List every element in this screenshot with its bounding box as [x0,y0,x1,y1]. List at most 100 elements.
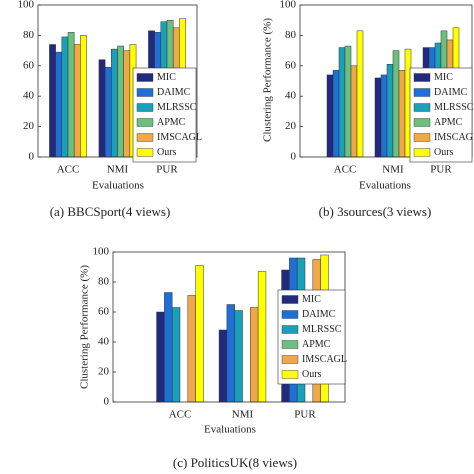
legend-swatch [281,310,299,319]
legend-label: IMSCAGL [302,354,347,365]
y-tick-label: 40 [23,90,35,102]
legend-label: MIC [434,72,453,83]
bar [73,44,81,158]
bar [67,32,75,158]
x-axis-label: Evaluations [359,180,411,192]
legend-label: MLRSSC [434,102,474,113]
y-tick-label: 20 [285,120,297,132]
legend-swatch [136,73,154,82]
legend-swatch [413,148,431,157]
x-tick-label: NMI [232,409,254,421]
legend-swatch [281,325,299,334]
y-tick-label: 40 [285,90,297,102]
x-tick-label: NMI [107,164,129,176]
legend-swatch [413,118,431,127]
bar [104,67,112,158]
bar [80,35,87,158]
legend-box [277,289,346,385]
y-tick-label: 100 [93,246,110,258]
y-tick-label: 100 [18,0,35,11]
axes-frame [37,4,198,158]
y-tick-label: 0 [29,151,35,163]
bar [338,47,346,158]
legend-label: APMC [157,117,186,128]
legend-label: MLRSSC [302,324,342,335]
legend-swatch [281,295,299,304]
bar [374,77,382,158]
bar [187,295,196,403]
legend-swatch [136,133,154,142]
x-tick-label: ACC [334,164,357,176]
y-tick-label: 80 [285,29,297,41]
bar [257,271,267,403]
bar [398,70,406,158]
legend-swatch [281,370,299,379]
bar [226,304,235,403]
legend-swatch [281,355,299,364]
bar [123,50,131,158]
bar [111,48,118,158]
bar [218,329,228,403]
x-axis-label: Evaluations [204,424,256,436]
bar [164,292,173,403]
y-tick-label: 60 [98,306,110,318]
legend-box [132,67,197,163]
legend-label: IMSCAGL [157,132,202,143]
bar [49,44,56,158]
legend-swatch [413,133,431,142]
legend-swatch [136,118,154,127]
legend-label: MIC [157,72,176,83]
bar [350,65,358,158]
legend-swatch [413,103,431,112]
legend-label: APMC [302,339,331,350]
legend-label: Ours [157,147,177,158]
bar [195,265,204,403]
x-tick-label: ACC [57,164,80,176]
bar [392,50,400,158]
legend-label: APMC [434,117,463,128]
y-tick-label: 0 [104,396,110,408]
y-axis-label: Clustering Performance (%) [79,265,91,389]
legend-swatch [281,340,299,349]
y-tick-label: 60 [23,59,35,71]
bar [326,74,334,158]
x-tick-label: PUR [156,164,178,176]
legend-label: DAIMC [302,309,336,320]
y-tick-label: 60 [285,59,297,71]
legend-label: DAIMC [434,87,468,98]
legend-label: MIC [302,294,321,305]
caption: (a) BBCSport(4 views) [50,204,171,219]
y-tick-label: 80 [23,29,35,41]
y-axis-label: Clustering Performance (%) [262,18,274,142]
y-tick-label: 20 [23,120,35,132]
bar [117,45,124,158]
bar [61,36,69,158]
legend-label: MLRSSC [157,102,197,113]
legend-label: Ours [302,369,322,380]
caption: (b) 3sources(3 views) [319,204,432,219]
legend-swatch [136,103,154,112]
legend-swatch [136,88,154,97]
x-axis-label: Evaluations [92,180,144,192]
legend-box [409,67,473,163]
y-tick-label: 80 [98,276,110,288]
y-tick-label: 40 [98,336,110,348]
x-tick-label: ACC [169,409,192,421]
y-tick-label: 0 [291,151,297,163]
bar [344,45,352,158]
x-tick-label: PUR [294,409,316,421]
y-tick-label: 20 [98,366,110,378]
bar [356,30,364,158]
bar [332,70,340,158]
x-tick-label: NMI [382,164,404,176]
bar [55,51,63,158]
caption: (c) PoliticsUK(8 views) [173,455,297,470]
bar [386,64,394,158]
bar [250,307,259,403]
bar [380,74,388,158]
legend-swatch [413,73,431,82]
y-tick-label: 100 [280,0,297,11]
bar [156,311,165,403]
x-tick-label: PUR [430,164,452,176]
